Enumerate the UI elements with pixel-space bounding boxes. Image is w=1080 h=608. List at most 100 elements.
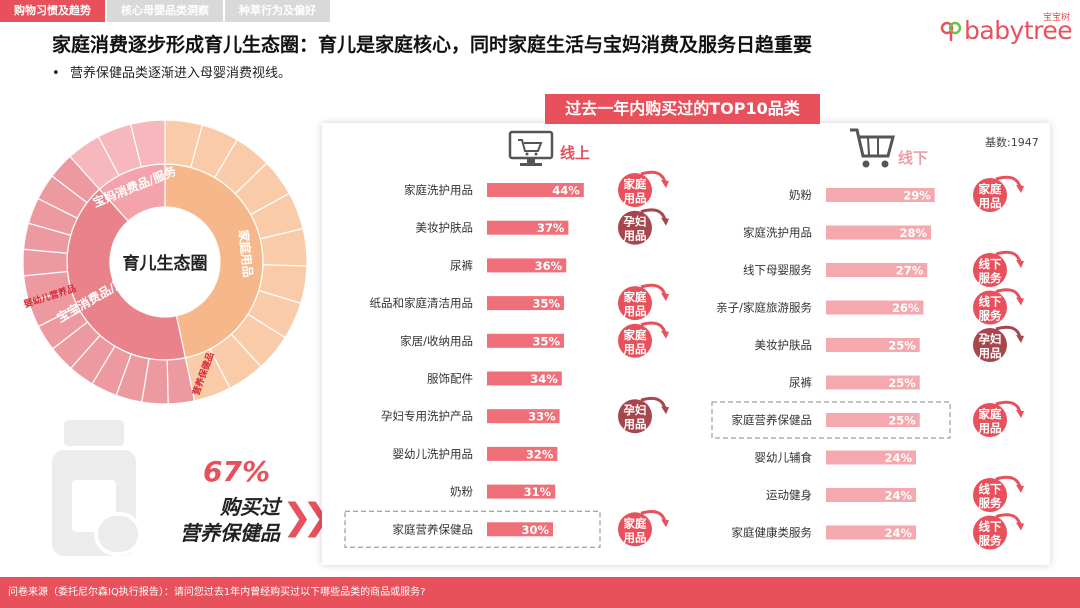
- bar: [826, 300, 924, 315]
- top10-banner: 过去一年内购买过的TOP10品类: [545, 94, 820, 124]
- category-label: 线下母婴服务: [743, 263, 812, 277]
- badge-arrow-head: [1016, 410, 1024, 418]
- callout-percent: 67%: [203, 455, 271, 488]
- bar-value-label: 30%: [521, 523, 549, 537]
- badge-arrow-head: [661, 330, 669, 339]
- badge-arrow: [995, 400, 1022, 413]
- bar-value-label: 24%: [884, 451, 912, 465]
- bar-value-label: 24%: [884, 526, 912, 540]
- bullet-text: 营养保健品类逐渐进入母婴消费视线。: [70, 66, 292, 81]
- outer-segment: [129, 119, 166, 168]
- bar-value-label: 28%: [899, 226, 927, 240]
- bar: [826, 225, 931, 240]
- category-label: 家庭洗护用品: [743, 226, 812, 240]
- badge-arrow-head: [661, 217, 669, 226]
- babytree-logo: babytree 宝宝树: [940, 10, 1073, 46]
- badge-circle: [973, 253, 1007, 287]
- badge-arrow-head: [661, 519, 669, 528]
- badge-text-line2: 服务: [979, 309, 1002, 323]
- bar-value-label: 35%: [532, 297, 560, 311]
- category-label: 运动健身: [766, 488, 812, 502]
- badge-circle: [973, 290, 1007, 325]
- badge-arrow: [640, 170, 667, 183]
- badge-text-line2: 用品: [623, 191, 647, 205]
- online-label: 线上: [560, 144, 591, 162]
- bar-value-label: 32%: [526, 447, 554, 461]
- badge-text-line1: 家庭: [624, 516, 647, 530]
- bar: [826, 488, 916, 502]
- badge-arrow: [995, 475, 1022, 488]
- source-footer: 问卷来源（委托尼尔森IQ执行报告）：请问您过去1年内曾经购买过以下哪些品类的商品…: [0, 577, 1080, 608]
- badge-circle: [618, 512, 652, 547]
- computer-cart-icon: [508, 130, 554, 166]
- badge-text-line1: 孕妇: [979, 332, 1002, 346]
- bar: [487, 409, 560, 424]
- badge-arrow-head: [1016, 335, 1024, 343]
- tab-seeding-behavior[interactable]: 种草行为及偏好: [225, 0, 330, 22]
- category-label: 婴幼儿辅食: [755, 451, 813, 465]
- badge-arrow-head: [1016, 522, 1024, 531]
- badge-text-line2: 用品: [978, 421, 1002, 435]
- offline-label: 线下: [898, 149, 929, 167]
- category-badge: 家庭用品: [618, 321, 669, 358]
- bar: [487, 220, 569, 235]
- bar: [487, 446, 558, 461]
- bar-value-label: 36%: [535, 259, 563, 273]
- category-label: 家庭营养保健品: [393, 522, 474, 536]
- bar: [487, 296, 564, 311]
- badge-text-line2: 服务: [979, 534, 1002, 548]
- bar-value-label: 34%: [530, 372, 558, 386]
- bar-value-label: 25%: [888, 339, 916, 353]
- bar: [826, 525, 916, 540]
- category-label: 服饰配件: [427, 372, 473, 386]
- badge-text-line1: 孕妇: [624, 403, 647, 417]
- category-badge: 家庭用品: [618, 170, 669, 207]
- category-label: 婴幼儿洗护用品: [393, 447, 474, 461]
- top-tab-bar: 购物习惯及趋势 核心母婴品类洞察 种草行为及偏好: [0, 0, 332, 22]
- badge-circle: [618, 399, 652, 434]
- bar: [826, 450, 916, 465]
- category-badge: 家庭用品: [973, 400, 1024, 437]
- category-badge: 家庭用品: [618, 510, 669, 547]
- badge-arrow: [995, 325, 1022, 338]
- badge-text-line2: 用品: [623, 304, 647, 318]
- badge-circle: [973, 178, 1007, 212]
- badge-circle: [618, 286, 652, 321]
- badge-arrow: [640, 283, 667, 296]
- badge-text-line1: 家庭: [624, 177, 647, 191]
- badge-arrow-head: [1016, 485, 1024, 493]
- category-label: 家庭健康类服务: [732, 526, 813, 540]
- bar-value-label: 25%: [888, 414, 916, 428]
- bar-value-label: 27%: [896, 264, 924, 278]
- category-label: 孕妇专用洗护产品: [381, 409, 473, 423]
- bar: [826, 263, 928, 277]
- category-label: 家庭营养保健品: [732, 413, 813, 427]
- badge-text-line2: 用品: [978, 346, 1002, 360]
- bar-value-label: 24%: [884, 489, 912, 503]
- badge-text-line2: 服务: [979, 271, 1002, 285]
- category-label: 家庭洗护用品: [404, 183, 473, 197]
- logo-mark-icon: [940, 21, 962, 41]
- badge-circle: [973, 515, 1007, 550]
- bar-value-label: 33%: [528, 410, 556, 424]
- highlight-box: [344, 510, 601, 548]
- sunburst-center-label: 育儿生态圈: [123, 253, 208, 274]
- category-label: 美妆护肤品: [755, 338, 813, 352]
- badge-arrow: [995, 513, 1022, 526]
- bar-value-label: 35%: [532, 334, 560, 348]
- page-title: 家庭消费逐步形成育儿生态圈：育儿是家庭核心，同时家庭生活与宝妈消费及服务日趋重要: [52, 34, 813, 56]
- bar: [487, 183, 584, 197]
- category-badge: 家庭用品: [973, 175, 1024, 212]
- logo-cn: 宝宝树: [1042, 13, 1070, 23]
- badge-text-line2: 用品: [623, 342, 647, 356]
- tab-shopping-habits[interactable]: 购物习惯及趋势: [0, 0, 105, 22]
- badge-arrow-head: [1016, 260, 1024, 268]
- badge-arrow: [640, 321, 667, 334]
- callout-text: 购买过 营养保健品: [165, 494, 280, 546]
- tab-core-category[interactable]: 核心母婴品类洞察: [107, 0, 223, 22]
- category-label: 尿裤: [450, 258, 473, 272]
